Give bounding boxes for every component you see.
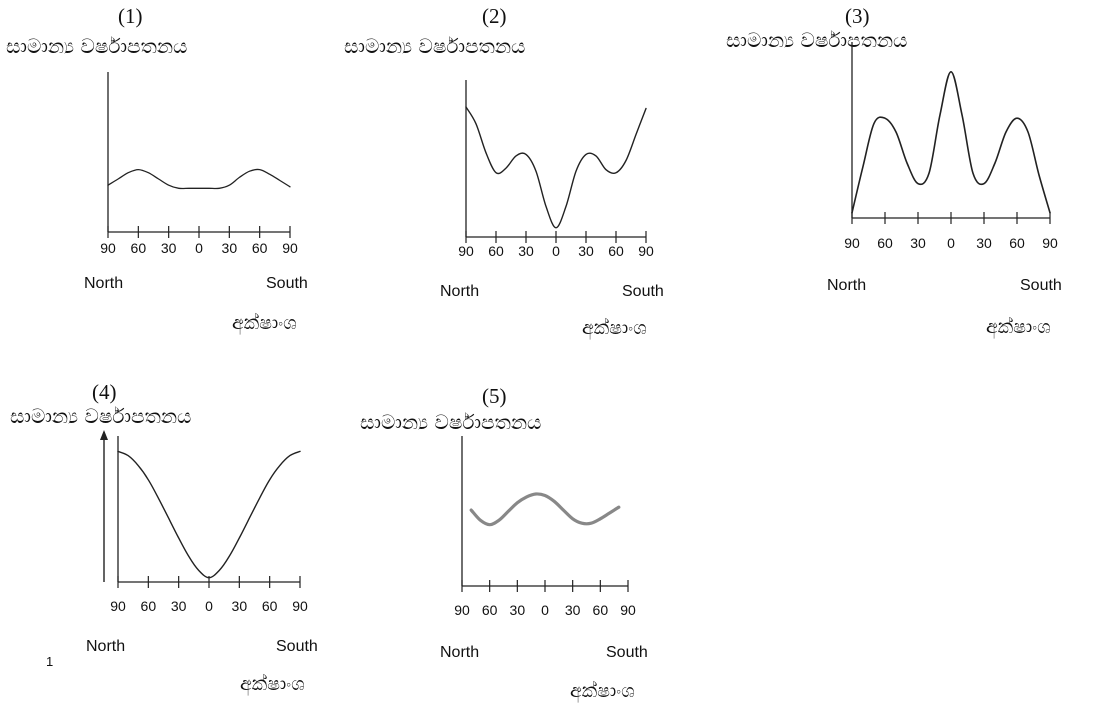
x-axis-label: අක්ෂාංශ (986, 316, 1051, 338)
x-left-label: North (440, 283, 480, 300)
x-tick-label: 30 (564, 602, 581, 618)
x-tick-label: 30 (170, 598, 187, 614)
x-tick-label: 60 (488, 243, 504, 259)
x-right-label: South (622, 283, 664, 300)
y-axis-label: සාමාන්‍ය වර්ෂාපතනය (360, 410, 542, 434)
x-tick-label: 0 (205, 598, 213, 614)
x-axis-label: අක්ෂාංශ (232, 312, 297, 334)
x-tick-label: 60 (877, 235, 893, 251)
panel-number: (3) (845, 4, 870, 28)
x-tick-label: 90 (638, 243, 654, 259)
x-tick-label: 60 (608, 243, 624, 259)
panel-number: (2) (482, 4, 507, 28)
x-tick-label: 90 (454, 602, 470, 618)
x-tick-label: 30 (160, 240, 177, 256)
panel-number: (5) (482, 384, 507, 408)
rainfall-line (117, 450, 301, 579)
x-left-label: North (440, 644, 480, 661)
x-tick-label: 60 (251, 240, 268, 256)
x-tick-label: 30 (976, 235, 992, 251)
x-left-label: North (86, 638, 126, 655)
rainfall-line (851, 70, 1051, 214)
panel-number: (1) (118, 4, 143, 28)
x-axis-label: අක්ෂාංශ (240, 673, 305, 695)
x-tick-label: 0 (541, 602, 549, 618)
x-tick-label: 30 (910, 235, 926, 251)
rainfall-line (107, 168, 291, 190)
x-tick-label: 90 (110, 598, 126, 614)
x-tick-label: 90 (620, 602, 636, 618)
x-tick-label: 90 (282, 240, 298, 256)
x-tick-label: 60 (1009, 235, 1025, 251)
x-tick-label: 90 (1042, 235, 1058, 251)
x-tick-label: 90 (844, 235, 860, 251)
x-tick-label: 30 (231, 598, 248, 614)
x-left-label: North (827, 277, 867, 294)
x-axis-label: අක්ෂාංශ (582, 317, 647, 339)
y-axis-label: සාමාන්‍ය වර්ෂාපතනය (344, 34, 526, 58)
x-tick-label: 90 (292, 598, 308, 614)
x-tick-label: 0 (552, 243, 560, 259)
x-tick-label: 30 (578, 243, 594, 259)
x-tick-label: 90 (458, 243, 474, 259)
x-right-label: South (266, 275, 308, 292)
x-right-label: South (276, 638, 318, 655)
stray-mark: 1 (46, 654, 54, 669)
y-axis-arrow-head (100, 430, 108, 440)
rainfall-line (469, 492, 621, 527)
x-tick-label: 30 (509, 602, 526, 618)
panel-number: (4) (92, 380, 117, 404)
x-right-label: South (606, 644, 648, 661)
x-tick-label: 90 (100, 240, 116, 256)
rainfall-line (465, 106, 647, 229)
x-tick-label: 30 (221, 240, 238, 256)
x-tick-label: 60 (592, 602, 609, 618)
x-tick-label: 30 (518, 243, 534, 259)
x-right-label: South (1020, 277, 1062, 294)
x-tick-label: 60 (140, 598, 157, 614)
y-axis-label: සාමාන්‍ය වර්ෂාපතනය (6, 34, 188, 58)
y-axis-label: සාමාන්‍ය වර්ෂාපතනය (10, 404, 192, 428)
x-tick-label: 60 (481, 602, 498, 618)
x-tick-label: 0 (195, 240, 203, 256)
x-tick-label: 0 (947, 235, 955, 251)
x-axis-label: අක්ෂාංශ (570, 680, 635, 702)
y-axis-label: සාමාන්‍ය වර්ෂාපතනය (726, 28, 908, 52)
x-tick-label: 60 (130, 240, 147, 256)
x-left-label: North (84, 275, 124, 292)
x-tick-label: 60 (261, 598, 278, 614)
